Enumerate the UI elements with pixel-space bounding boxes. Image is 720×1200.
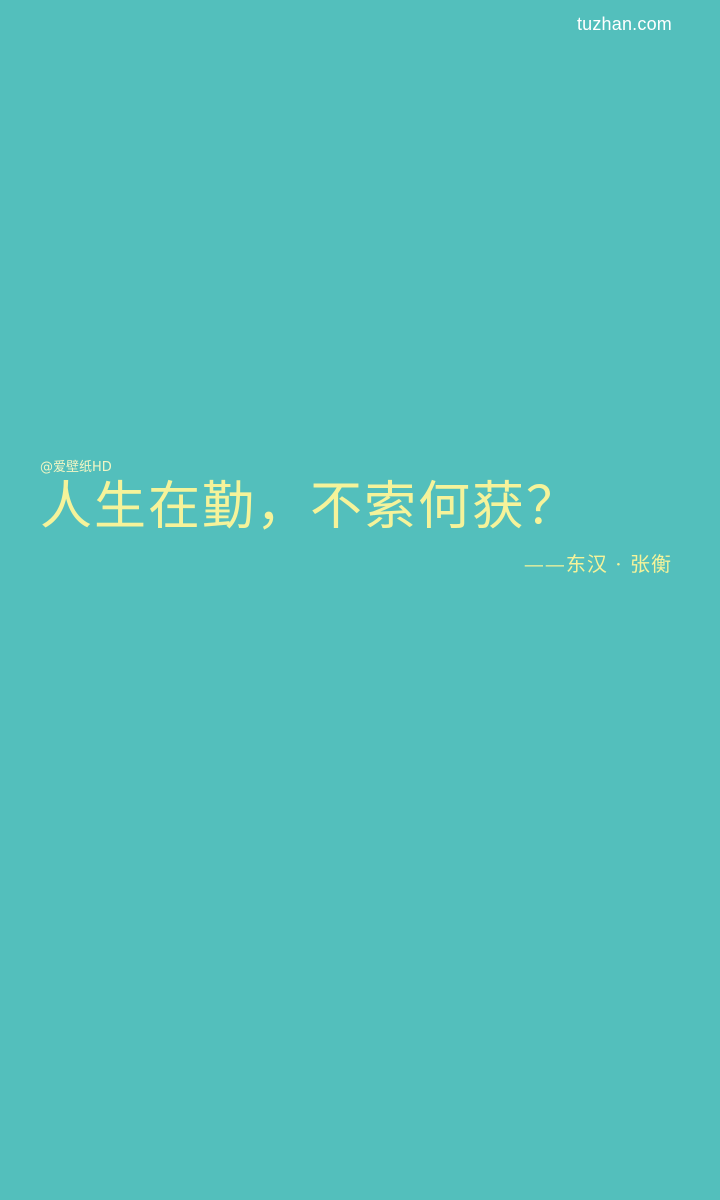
credit-watermark: @爱壁纸HD bbox=[40, 460, 112, 475]
site-watermark: tuzhan.com bbox=[576, 14, 672, 34]
quote-author: ——东汉 · 张衡 bbox=[523, 552, 672, 576]
quote-text: 人生在勤，不索何获？ bbox=[40, 477, 581, 537]
